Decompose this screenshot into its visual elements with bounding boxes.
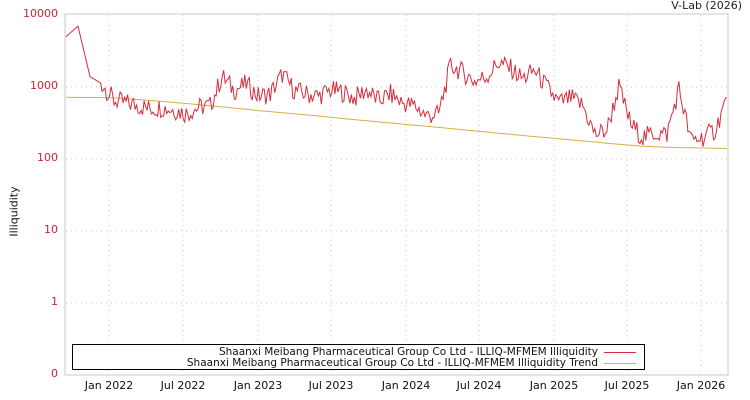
- y-tick-label: 0: [51, 367, 58, 380]
- x-tick-label: Jul 2022: [160, 379, 206, 392]
- x-tick-label: Jan 2024: [381, 379, 431, 392]
- y-tick-label: 10: [44, 223, 58, 236]
- x-tick-label: Jul 2024: [456, 379, 502, 392]
- x-tick-label: Jan 2025: [529, 379, 579, 392]
- y-tick-label: 1: [51, 295, 58, 308]
- legend-item-trend: Shaanxi Meibang Pharmaceutical Group Co …: [186, 357, 598, 369]
- x-tick-label: Jul 2025: [604, 379, 650, 392]
- y-tick-label: 100: [37, 151, 58, 164]
- y-tick-label: 10000: [23, 7, 58, 20]
- x-tick-label: Jan 2026: [676, 379, 726, 392]
- x-tick-label: Jul 2023: [308, 379, 354, 392]
- chart-legend: Shaanxi Meibang Pharmaceutical Group Co …: [72, 344, 645, 370]
- legend-swatch-illiquidity: [604, 352, 636, 353]
- y-tick-label: 1000: [30, 79, 58, 92]
- illiquidity-line: [65, 25, 728, 147]
- gridlines: [66, 15, 727, 374]
- trend-line: [65, 96, 728, 149]
- source-credit: V-Lab (2026): [671, 0, 742, 12]
- legend-swatch-trend: [604, 363, 636, 364]
- plot-area: [64, 13, 729, 376]
- x-tick-label: Jan 2022: [84, 379, 134, 392]
- legend-item-illiquidity: Shaanxi Meibang Pharmaceutical Group Co …: [218, 346, 598, 358]
- x-tick-label: Jan 2023: [233, 379, 283, 392]
